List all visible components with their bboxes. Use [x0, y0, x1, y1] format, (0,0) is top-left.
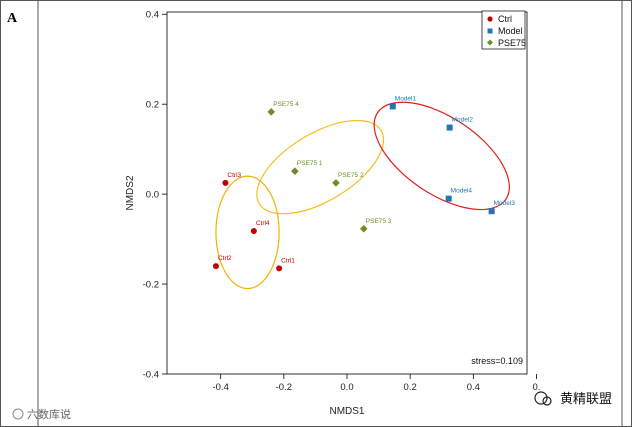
point-pse75-2-label: PSE75 2 — [338, 172, 364, 179]
y-tick-label: 0.0 — [146, 190, 159, 201]
watermark-left: 六数库说 — [12, 407, 71, 421]
legend-pse75-label: PSE75 — [498, 38, 526, 48]
point-pse75-4-label: PSE75 4 — [273, 101, 299, 108]
x-tick-label: 0. — [533, 382, 541, 393]
plot-area — [166, 11, 528, 375]
legend-ctrl-label: Ctrl — [498, 14, 512, 24]
watermark-left-text: 六数库说 — [27, 407, 71, 421]
panel-label: A — [7, 11, 18, 26]
point-pse75-1-label: PSE75 1 — [297, 160, 323, 167]
x-tick-label: -0.4 — [212, 382, 228, 393]
point-ctrl1 — [276, 265, 283, 272]
point-ctrl1-label: Ctrl1 — [281, 257, 295, 264]
weibo-icon — [12, 408, 24, 420]
y-axis: -0.4 -0.2 0.0 0.2 0.4 — [143, 10, 167, 381]
legend: Ctrl Model PSE75 — [481, 10, 526, 50]
watermark-right-text: 黄精联盟 — [560, 392, 612, 407]
point-model4 — [445, 195, 452, 202]
point-ctrl4 — [250, 227, 257, 234]
legend-pse75-marker — [487, 39, 493, 46]
point-model2 — [446, 124, 453, 131]
watermark-right: 黄精联盟 — [534, 391, 612, 407]
y-tick-label: -0.2 — [143, 280, 159, 291]
legend-model-label: Model — [498, 26, 523, 36]
point-model4-label: Model4 — [451, 188, 473, 195]
point-pse75-1 — [291, 167, 299, 175]
point-model1 — [389, 103, 396, 110]
point-ctrl4-label: Ctrl4 — [256, 220, 270, 227]
data-points: Ctrl3 Ctrl4 Ctrl2 Ctrl1 Model1 Model2 Model4 Mo… — [212, 95, 516, 272]
point-pse75-3-label: PSE75 3 — [366, 218, 392, 225]
stress-annotation: stress=0.109 — [471, 356, 523, 366]
y-tick-label: 0.2 — [146, 100, 159, 111]
ellipse-pse75 — [256, 119, 385, 215]
point-pse75-3 — [359, 224, 368, 233]
legend-model-marker — [487, 28, 493, 34]
x-tick-label: -0.2 — [276, 382, 292, 393]
wechat-icon — [534, 391, 548, 405]
point-ctrl3 — [222, 179, 229, 186]
x-tick-label: 0.2 — [404, 382, 417, 393]
point-ctrl2 — [212, 263, 219, 270]
y-axis-title: NMDS2 — [125, 175, 136, 210]
x-axis: -0.4 -0.2 0.0 0.2 0.4 0. — [212, 374, 540, 393]
point-model3-label: Model3 — [494, 200, 516, 207]
point-pse75-2 — [332, 179, 340, 187]
x-axis-title: NMDS1 — [329, 406, 364, 417]
point-ctrl2-label: Ctrl2 — [218, 255, 232, 262]
ellipse-model — [373, 101, 510, 211]
point-pse75-4 — [267, 108, 276, 116]
group-ellipses — [215, 101, 510, 290]
x-tick-label: 0.0 — [340, 382, 353, 393]
ellipse-ctrl — [215, 175, 280, 290]
wechat-icon-inner — [542, 396, 552, 406]
y-tick-label: 0.4 — [146, 10, 159, 21]
point-model3 — [488, 208, 495, 215]
point-ctrl3-label: Ctrl3 — [227, 172, 241, 179]
point-model2-label: Model2 — [452, 117, 474, 124]
point-model1-label: Model1 — [395, 95, 417, 102]
x-tick-label: 0.4 — [467, 382, 480, 393]
y-tick-label: -0.4 — [143, 370, 159, 381]
legend-ctrl-marker — [487, 16, 493, 22]
